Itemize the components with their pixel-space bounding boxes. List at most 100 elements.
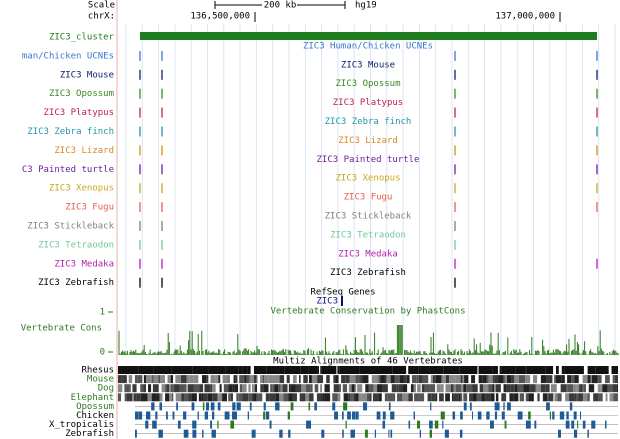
alignment-block (490, 420, 494, 429)
alignment-block (408, 366, 419, 374)
track-label: ZIC3 Xenopus (49, 184, 114, 194)
alignment-block (582, 384, 584, 393)
alignment-block (561, 366, 565, 374)
alignment-block (494, 375, 499, 384)
alignment-block (612, 384, 617, 393)
alignment-block (583, 384, 586, 393)
alignment-block (253, 366, 267, 374)
alignment-block (152, 420, 157, 429)
alignment-block (290, 402, 294, 411)
alignment-block (548, 393, 554, 402)
alignment-block (202, 375, 207, 384)
alignment-block (484, 393, 491, 402)
alignment-block (275, 402, 280, 411)
alignment-block (388, 429, 390, 438)
alignment-block (332, 393, 338, 402)
alignment-block (202, 402, 205, 411)
conservation-wiggle (118, 325, 619, 355)
alignment-block (597, 375, 602, 384)
alignment-block (203, 393, 208, 402)
track-label: man/Chicken UCNEs (22, 51, 114, 61)
alignment-block (461, 384, 464, 393)
alignment-block (419, 429, 421, 438)
alignment-block (153, 366, 172, 374)
alignment-block (574, 393, 577, 402)
alignment-block (392, 366, 407, 374)
alignment-block (492, 384, 495, 393)
alignment-block (377, 384, 382, 393)
alignment-block (494, 402, 500, 411)
alignment-block (587, 429, 589, 438)
alignment-block (442, 420, 444, 429)
alignment-block (390, 429, 393, 438)
alignment-block (351, 384, 355, 393)
alignment-block (355, 375, 359, 384)
alignment-block (118, 393, 122, 402)
alignment-block (305, 384, 311, 393)
alignment-block (607, 384, 613, 393)
alignment-block (368, 384, 374, 393)
alignment-block (137, 375, 143, 384)
alignment-block (492, 366, 498, 374)
alignment-block (248, 393, 252, 402)
alignment-block (348, 384, 352, 393)
alignment-block (300, 366, 309, 374)
alignment-block (314, 402, 317, 411)
alignment-block (609, 393, 612, 402)
alignment-block (482, 375, 487, 384)
alignment-block (549, 411, 552, 420)
alignment-block (582, 375, 588, 384)
alignment-block (284, 366, 301, 374)
alignment-block (192, 366, 209, 374)
alignment-block (422, 375, 429, 384)
alignment-block (212, 411, 215, 420)
alignment-block (286, 375, 290, 384)
alignment-block (413, 384, 416, 393)
alignment-block (227, 366, 239, 374)
alignment-block (552, 411, 555, 420)
multiz: RhesusMouseDogElephantOpossumChickenX_tr… (49, 366, 618, 439)
alignment-block (418, 366, 430, 374)
alignment-block (165, 384, 167, 393)
alignment-block (158, 429, 163, 438)
alignment-block (188, 393, 192, 402)
refseq-title: RefSeq Genes (310, 288, 375, 298)
chrom-label: chrX: (88, 12, 115, 22)
alignment-block (541, 384, 546, 393)
alignment-block (314, 384, 319, 393)
alignment-block (301, 384, 306, 393)
gene-label: ZIC3 (316, 297, 338, 307)
alignment-block (488, 375, 493, 384)
alignment-block (565, 420, 570, 429)
alignment-block (355, 411, 359, 420)
alignment-block (546, 402, 550, 411)
alignment-block (133, 393, 137, 402)
alignment-block (247, 366, 251, 374)
track-label: ZIC3 Platypus (44, 108, 114, 118)
alignment-block (566, 384, 568, 393)
alignment-block (345, 420, 347, 429)
alignment-block (419, 393, 425, 402)
alignment-block (517, 411, 523, 420)
alignment-block (256, 393, 263, 402)
alignment-block (503, 375, 505, 384)
alignment-block (577, 420, 579, 429)
alignment-block (561, 375, 565, 384)
alignment-block (187, 384, 194, 393)
alignment-block (537, 393, 540, 402)
alignment-block (156, 393, 160, 402)
alignment-block (479, 384, 484, 393)
alignment-block (378, 393, 382, 402)
alignment-block (217, 375, 219, 384)
alignment-block (501, 393, 505, 402)
alignment-block (587, 393, 590, 402)
alignment-block (210, 420, 213, 429)
alignment-block (593, 366, 596, 374)
alignment-block (430, 402, 432, 411)
alignment-block (118, 384, 123, 393)
alignment-block (555, 375, 562, 384)
alignment-block (429, 384, 436, 393)
alignment-block (238, 366, 243, 374)
alignment-block (542, 393, 548, 402)
alignment-block (424, 384, 430, 393)
